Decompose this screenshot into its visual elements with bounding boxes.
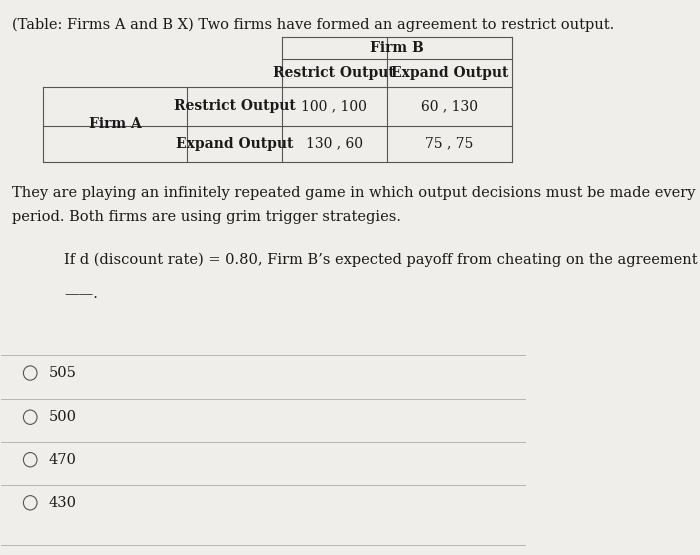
Text: Restrict Output: Restrict Output xyxy=(273,66,395,80)
Text: 130 , 60: 130 , 60 xyxy=(306,137,363,150)
Text: Restrict Output: Restrict Output xyxy=(174,99,295,113)
Text: Firm A: Firm A xyxy=(89,117,141,132)
Text: If d (discount rate) = 0.80, Firm B’s expected payoff from cheating on the agree: If d (discount rate) = 0.80, Firm B’s ex… xyxy=(64,253,700,267)
Text: 75 , 75: 75 , 75 xyxy=(425,137,474,150)
Text: They are playing an infinitely repeated game in which output decisions must be m: They are playing an infinitely repeated … xyxy=(12,186,695,200)
Text: Expand Output: Expand Output xyxy=(391,66,508,80)
Text: Expand Output: Expand Output xyxy=(176,137,293,150)
Text: ——.: ——. xyxy=(64,287,98,301)
Text: 470: 470 xyxy=(48,453,76,467)
Text: 505: 505 xyxy=(48,366,76,380)
Text: 430: 430 xyxy=(48,496,76,510)
Text: 500: 500 xyxy=(48,410,76,424)
Text: (Table: Firms A and B X) Two firms have formed an agreement to restrict output.: (Table: Firms A and B X) Two firms have … xyxy=(12,18,614,32)
Text: Firm B: Firm B xyxy=(370,41,424,56)
Text: 60 , 130: 60 , 130 xyxy=(421,99,478,113)
Text: period. Both firms are using grim trigger strategies.: period. Both firms are using grim trigge… xyxy=(12,210,401,224)
Text: 100 , 100: 100 , 100 xyxy=(301,99,367,113)
